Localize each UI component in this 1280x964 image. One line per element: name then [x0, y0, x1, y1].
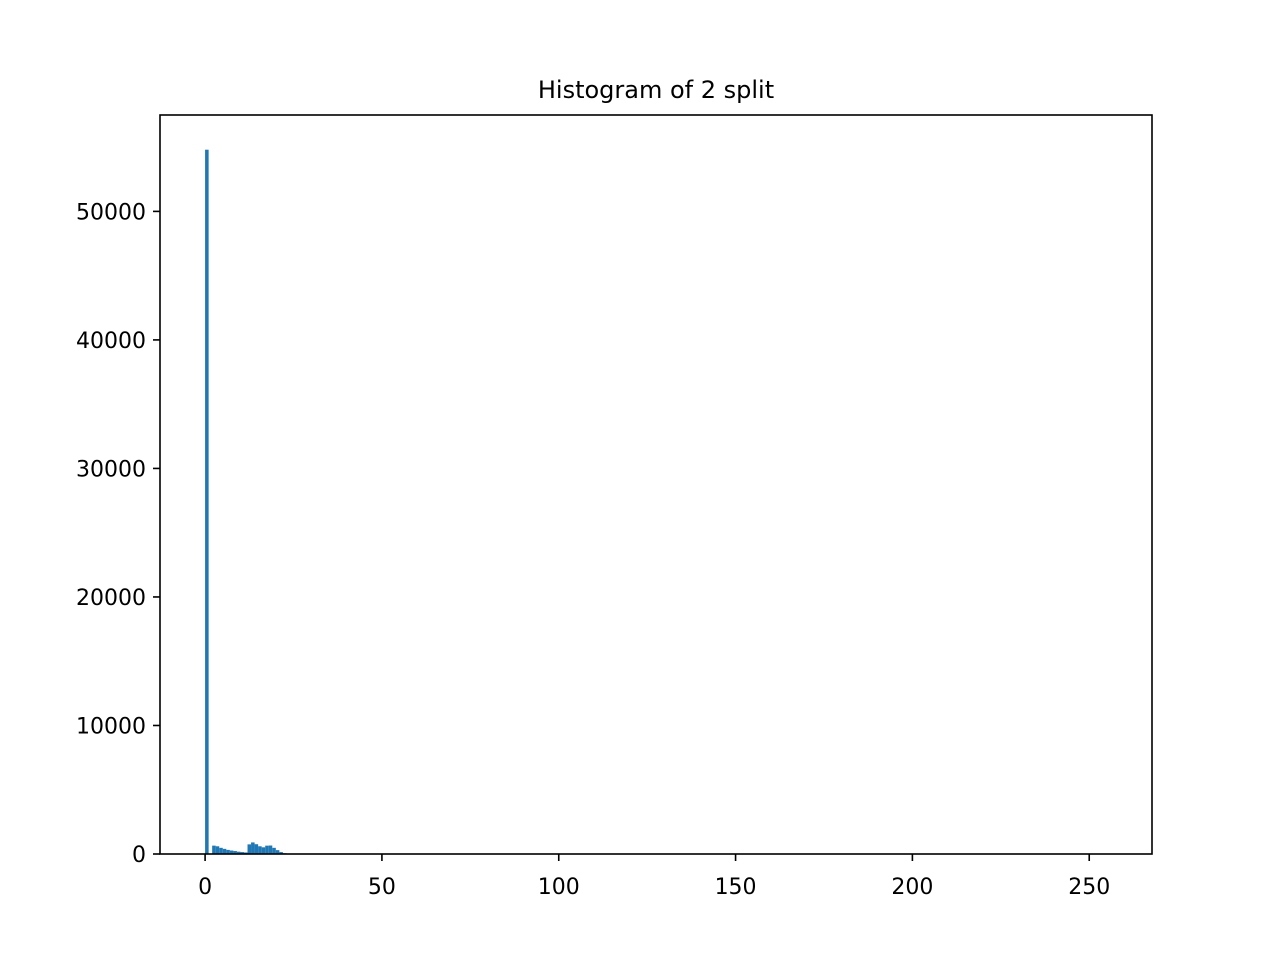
plot-frame: [160, 115, 1152, 854]
histogram-bar: [205, 150, 209, 854]
histogram-bar: [269, 846, 273, 854]
histogram-bar: [219, 848, 223, 854]
histogram-bar: [265, 846, 269, 854]
y-axis: 0 10000 20000 30000 40000 50000: [76, 200, 160, 868]
y-tick-label: 50000: [76, 200, 146, 225]
x-tick-label: 150: [715, 875, 757, 900]
x-tick-label: 100: [538, 875, 580, 900]
y-tick-label: 0: [132, 843, 146, 868]
histogram-bar: [248, 844, 252, 854]
y-tick-label: 10000: [76, 714, 146, 739]
histogram-bar: [272, 848, 276, 854]
histogram-bar: [251, 842, 255, 854]
histogram-bar: [255, 844, 259, 854]
x-tick-label: 0: [198, 875, 212, 900]
x-tick-label: 50: [368, 875, 396, 900]
histogram-bar: [262, 847, 266, 854]
histogram-bar: [258, 846, 262, 854]
y-tick-label: 40000: [76, 329, 146, 354]
x-tick-label: 250: [1068, 875, 1110, 900]
x-axis: 0 50 100 150 200 250: [198, 854, 1110, 900]
x-tick-label: 200: [891, 875, 933, 900]
y-tick-label: 20000: [76, 586, 146, 611]
bars-group: [205, 150, 293, 854]
histogram-bar: [212, 846, 216, 854]
chart-title: Histogram of 2 split: [538, 76, 774, 104]
y-tick-label: 30000: [76, 457, 146, 482]
histogram-bar: [216, 846, 220, 854]
